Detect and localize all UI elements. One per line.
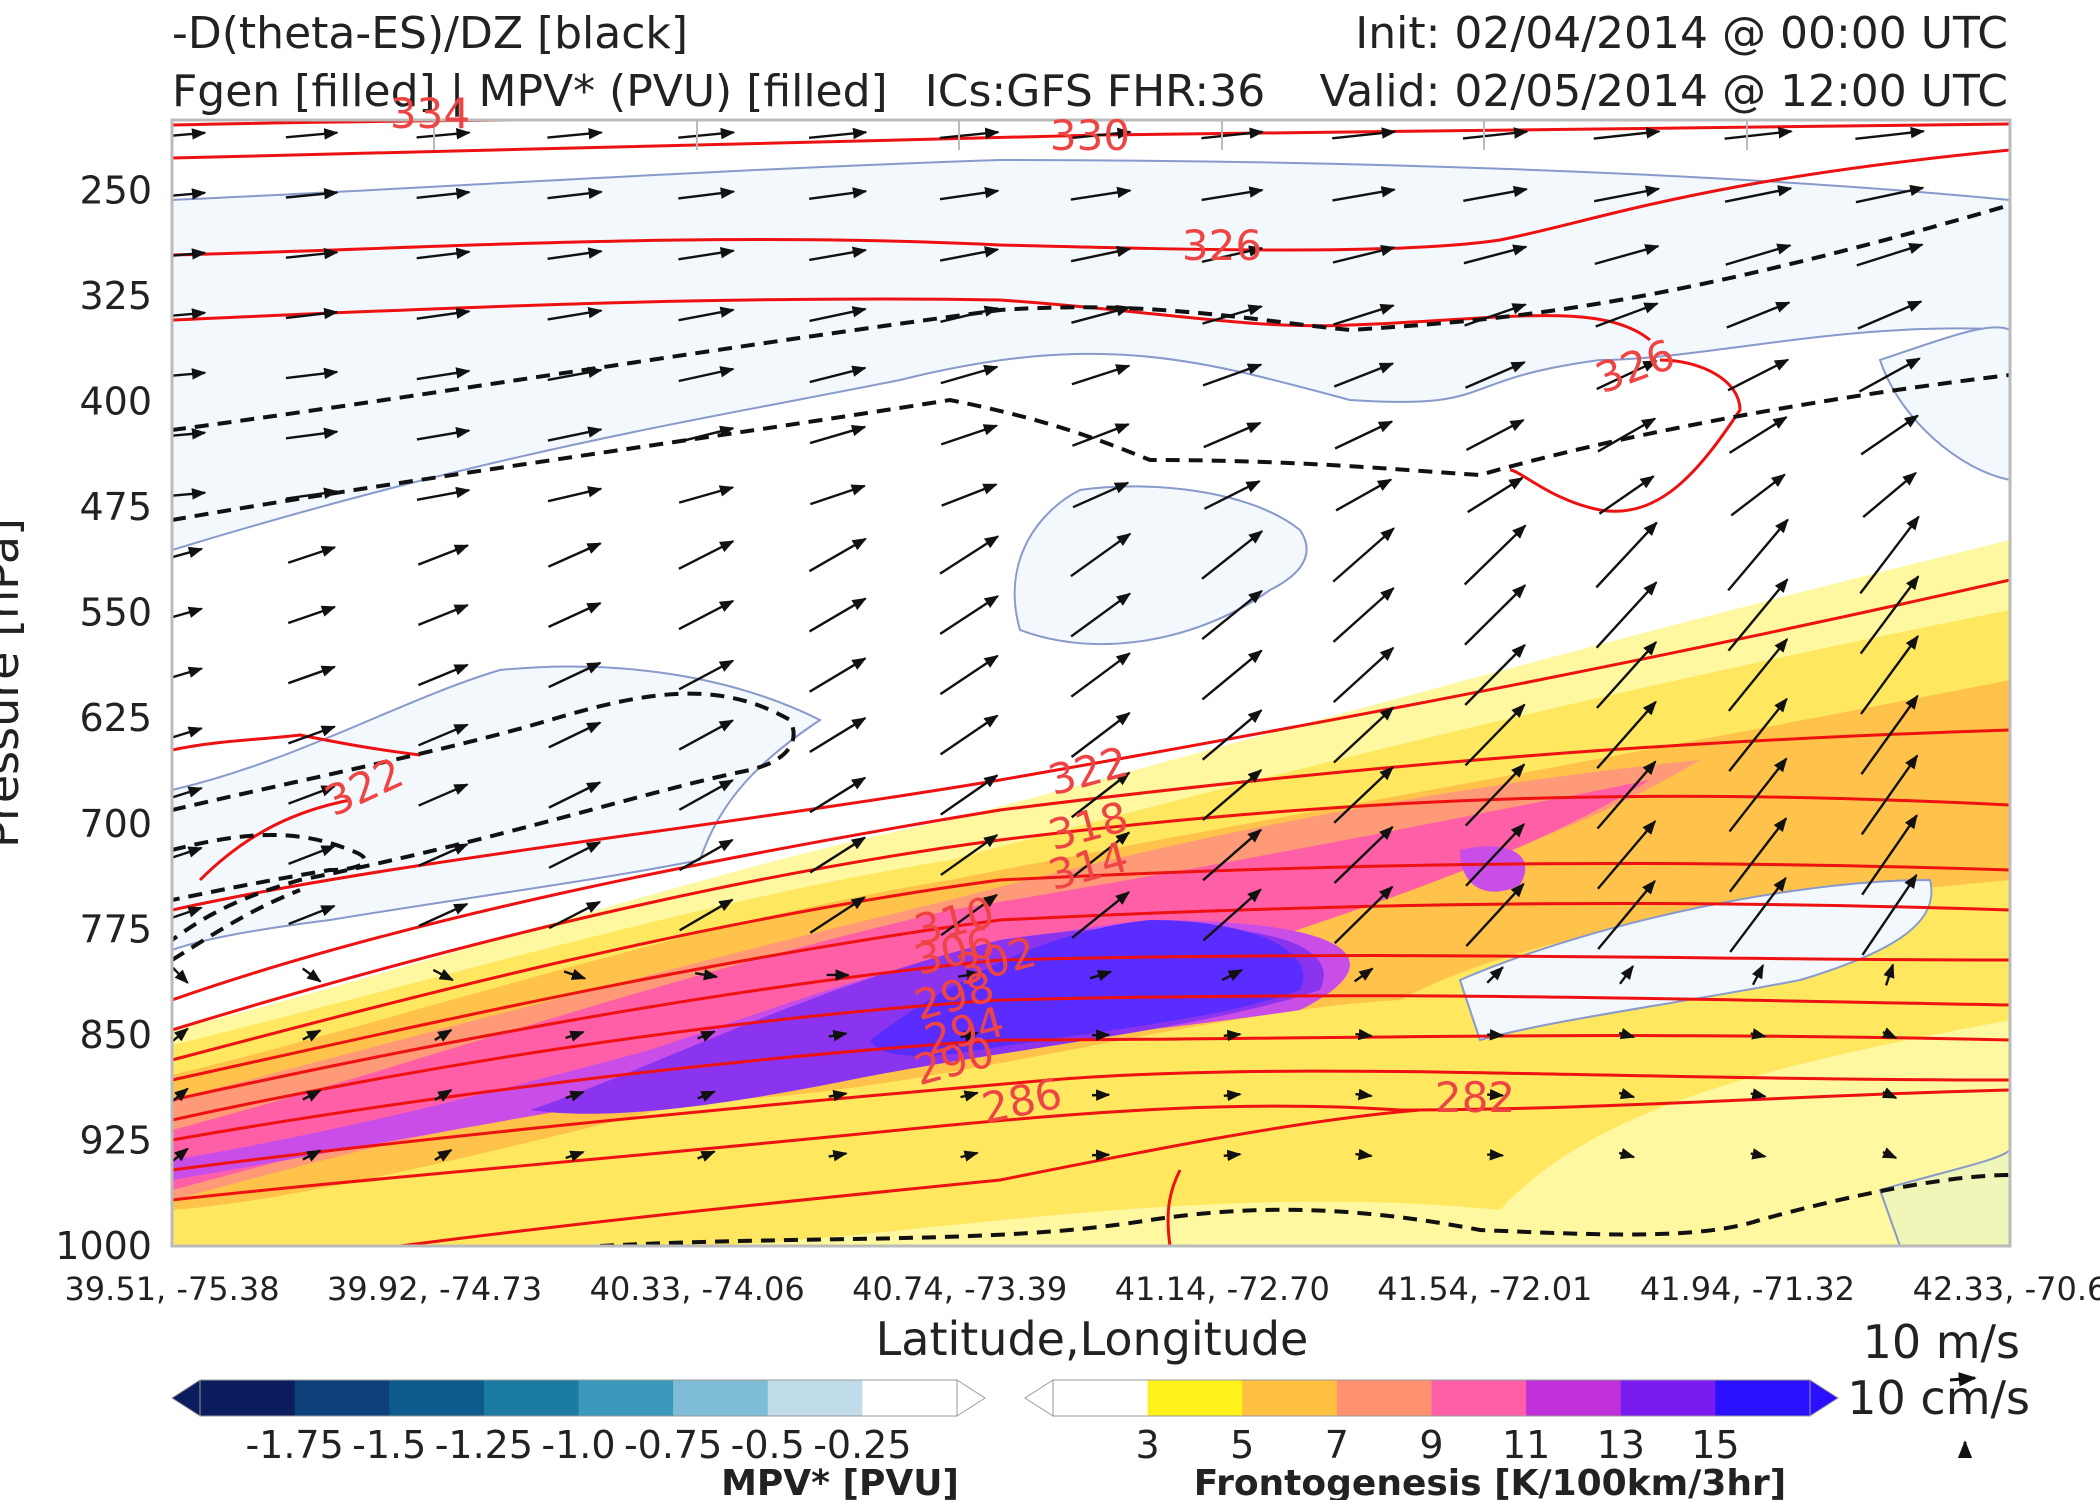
colorbar-tick-label: -1.0 [541, 1423, 615, 1467]
colorbar-tick-label: 3 [1136, 1423, 1160, 1467]
y-tick-label: 550 [79, 591, 152, 635]
theta-label: 326 [1182, 221, 1262, 270]
x-tick-label: 42.33, -70.6 [1913, 1270, 2100, 1308]
x-tick-label: 39.51, -75.38 [64, 1270, 279, 1308]
wind-vector [1224, 1154, 1240, 1156]
y-tick-label: 250 [79, 168, 152, 212]
mpv-colorbar: -1.75-1.5-1.25-1.0-0.75-0.5-0.25 [172, 1380, 985, 1467]
y-tick-label: 850 [79, 1013, 152, 1057]
x-tick-label: 40.74, -73.39 [852, 1270, 1067, 1308]
theta-label: 334 [390, 89, 470, 138]
plot-area [155, 118, 2010, 1246]
wind-vector [1092, 1095, 1109, 1096]
colorbar-swatch [1621, 1380, 1716, 1416]
fgen-colorbar: 3 5 7 9 11 13 15 [1025, 1380, 1838, 1467]
wind-vector [1487, 1155, 1503, 1156]
wind-legend-vertical: 10 cm/s [1847, 1371, 2030, 1425]
wind-vector [1487, 1035, 1503, 1036]
colorbar-swatch [673, 1380, 768, 1416]
colorbar-tick-label: -0.25 [813, 1423, 911, 1467]
colorbar-swatch [1526, 1380, 1621, 1416]
colorbar-swatch [295, 1380, 390, 1416]
y-tick-label: 1000 [55, 1224, 152, 1268]
x-tick-label: 41.54, -72.01 [1377, 1270, 1592, 1308]
mpv-colorbar-label: MPV* [PVU] [721, 1463, 959, 1500]
y-tick-label: 925 [79, 1118, 152, 1162]
colorbar-swatch [768, 1380, 863, 1416]
fgen-colorbar-label: Frontogenesis [K/100km/3hr] [1194, 1463, 1786, 1500]
y-axis: 250 325 400 475 550 625 700 775 850 925 1000 [55, 168, 152, 1268]
header-right-line1: Init: 02/04/2014 @ 00:00 UTC [1355, 8, 2008, 59]
colorbar-swatch [1337, 1380, 1432, 1416]
colorbar-swatch [579, 1380, 674, 1416]
colorbar-tick-label: -1.5 [352, 1423, 426, 1467]
colorbar-swatch [1053, 1380, 1148, 1416]
colorbar-tick-label: -0.75 [624, 1423, 722, 1467]
wind-vector [1224, 1094, 1240, 1096]
x-tick-label: 40.33, -74.06 [590, 1270, 805, 1308]
colorbar-extend-left [1025, 1380, 1053, 1416]
colorbar-extend-right [957, 1380, 985, 1416]
colorbar-extend-left [172, 1380, 200, 1416]
wind-vector [1092, 1035, 1109, 1036]
x-axis: 39.51, -75.38 39.92, -74.73 40.33, -74.06 4… [64, 1270, 2100, 1308]
colorbar-tick-label: 15 [1691, 1423, 1739, 1467]
colorbar-tick-label: 11 [1502, 1423, 1550, 1467]
x-tick-label: 39.92, -74.73 [327, 1270, 542, 1308]
y-tick-label: 475 [79, 485, 152, 529]
x-tick-label: 41.94, -71.32 [1640, 1270, 1855, 1308]
colorbar-swatch [1715, 1380, 1810, 1416]
colorbar-swatch [484, 1380, 579, 1416]
colorbar-swatch [1432, 1380, 1527, 1416]
colorbar-tick-label: 13 [1597, 1423, 1645, 1467]
header-left-line2: Fgen [filled] | MPV* (PVU) [filled] [172, 66, 888, 117]
header-right-line2: Valid: 02/05/2014 @ 12:00 UTC [1320, 66, 2008, 117]
y-tick-label: 325 [79, 274, 152, 318]
header-center: ICs:GFS FHR:36 [925, 66, 1265, 117]
y-tick-label: 625 [79, 696, 152, 740]
colorbar-swatch [862, 1380, 957, 1416]
colorbar-tick-label: 9 [1419, 1423, 1443, 1467]
y-tick-label: 775 [79, 907, 152, 951]
wind-vector [1092, 1155, 1109, 1156]
x-tick-label: 41.14, -72.70 [1115, 1270, 1330, 1308]
colorbar-tick-label: -1.75 [245, 1423, 343, 1467]
wind-legend: 10 m/s 10 cm/s [1847, 1315, 2030, 1455]
y-tick-label: 700 [79, 802, 152, 846]
colorbar-extend-right [1810, 1380, 1838, 1416]
y-axis-label: Pressure [hPa] [0, 518, 29, 848]
x-axis-label: Latitude,Longitude [876, 1312, 1309, 1366]
wind-legend-horizontal: 10 m/s [1863, 1315, 2020, 1369]
colorbar-tick-label: 5 [1230, 1423, 1254, 1467]
colorbar-swatch [200, 1380, 295, 1416]
colorbar-swatch [389, 1380, 484, 1416]
colorbar-tick-label: -1.25 [435, 1423, 533, 1467]
header-left-line1: -D(theta-ES)/DZ [black] [172, 8, 688, 59]
colorbar-swatch [1242, 1380, 1337, 1416]
colorbar-tick-label: 7 [1325, 1423, 1349, 1467]
theta-label: 330 [1050, 111, 1130, 160]
wind-vector [1224, 1034, 1240, 1036]
colorbar-tick-label: -0.5 [731, 1423, 805, 1467]
colorbar-swatch [1148, 1380, 1243, 1416]
theta-label: 282 [1435, 1073, 1515, 1122]
y-tick-label: 400 [79, 380, 152, 424]
